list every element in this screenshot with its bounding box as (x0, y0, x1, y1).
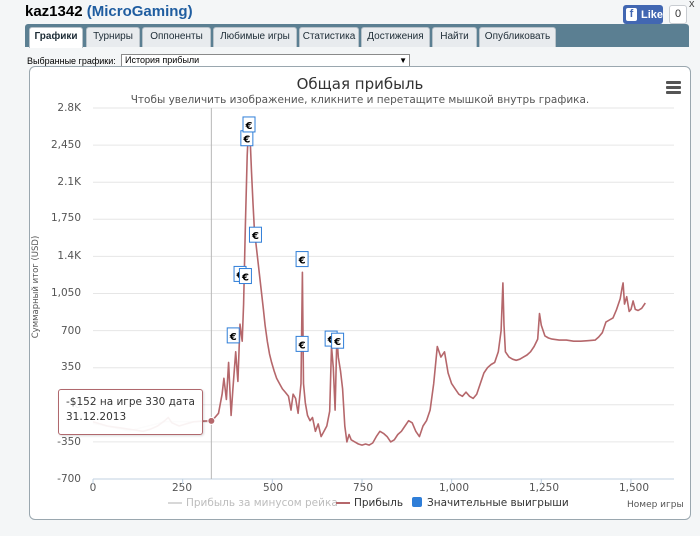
chart-menu-icon[interactable] (666, 81, 681, 94)
y-tick-label: -350 (57, 436, 81, 448)
tab-favorite-games[interactable]: Любимые игры (213, 27, 297, 47)
tab-tournaments[interactable]: Турниры (86, 27, 140, 47)
big-win-marker: € (295, 335, 309, 352)
close-paren: ) (187, 3, 193, 20)
big-win-marker-label: € (242, 135, 250, 146)
network-link[interactable]: MicroGaming (91, 3, 188, 20)
hover-point (207, 416, 216, 425)
big-win-marker: € (295, 251, 309, 268)
big-win-marker: € (238, 268, 252, 285)
big-win-marker-box (295, 251, 309, 268)
big-win-marker-label: € (241, 273, 249, 284)
x-tick-label: 1,500 (618, 482, 650, 494)
tab-graphs[interactable]: Графики (29, 27, 83, 48)
chart-selector-value: История прибыли (125, 55, 200, 65)
tab-achievements[interactable]: Достижения (361, 27, 430, 47)
x-tick-label: 250 (171, 482, 193, 494)
big-win-marker: € (248, 226, 262, 243)
chart-subtitle: Чтобы увеличить изображение, кликните и … (130, 94, 590, 106)
y-tick-label: 350 (60, 361, 81, 373)
big-win-marker-box (295, 335, 309, 352)
legend-item-rake-profit[interactable]: Прибыль за минусом рейка (168, 497, 338, 509)
facebook-icon: f (626, 8, 637, 21)
tooltip-line-2: 31.12.2013 (66, 411, 127, 423)
legend-label: Прибыль за минусом рейка (186, 497, 338, 509)
big-win-marker-box (242, 116, 256, 133)
legend-swatch (412, 497, 422, 507)
x-tick-label: 1,000 (438, 482, 470, 494)
big-win-marker-box (331, 332, 345, 349)
big-win-marker: € (240, 130, 254, 147)
page-header: kaz1342 (MicroGaming) f Like 0 x (0, 0, 700, 24)
big-win-marker-label: € (327, 335, 335, 346)
tab-publish[interactable]: Опубликовать (479, 27, 556, 47)
legend-item-big-wins[interactable]: Значительные выигрыши (412, 497, 569, 509)
open-paren: ( (82, 3, 92, 20)
big-win-marker-label: € (298, 340, 306, 351)
legend-label: Прибыль (354, 497, 404, 509)
legend-swatch (168, 502, 182, 504)
y-tick-label: 1,050 (50, 287, 81, 299)
big-win-marker-label: € (333, 337, 341, 348)
tab-find[interactable]: Найти (432, 27, 477, 47)
chevron-down-icon: ▼ (399, 56, 407, 65)
big-win-marker-label: € (251, 231, 259, 242)
legend-label: Значительные выигрыши (427, 497, 569, 509)
big-win-marker-label: € (229, 332, 237, 343)
close-icon[interactable]: x (689, 0, 695, 10)
legend-swatch (336, 502, 350, 504)
page-title: kaz1342 (MicroGaming) (25, 3, 193, 20)
big-win-marker: € (242, 116, 256, 133)
x-tick-label: 750 (352, 482, 374, 494)
big-win-marker-label: € (298, 256, 306, 267)
legend-item-profit[interactable]: Прибыль (336, 497, 403, 509)
player-name: kaz1342 (25, 3, 83, 20)
x-tick-label: 1,250 (528, 482, 560, 494)
tooltip-line-1: -$152 на игре 330 дата (66, 396, 195, 408)
y-tick-label: 2,450 (50, 139, 81, 151)
big-win-marker-box (248, 226, 262, 243)
chart-selector-label: Выбранные графики: (27, 56, 116, 66)
big-win-marker-box (238, 268, 252, 285)
x-axis-title: Номер игры (627, 500, 684, 510)
y-tick-label: -700 (57, 473, 81, 485)
like-label: Like (640, 8, 663, 21)
big-win-marker-label: € (245, 121, 253, 132)
y-tick-label: 1,750 (50, 212, 81, 224)
big-win-marker-box (226, 327, 240, 344)
y-tick-label: 2.1K (57, 176, 81, 188)
y-tick-label: 700 (60, 325, 81, 337)
tab-opponents[interactable]: Оппоненты (142, 27, 211, 47)
big-win-marker: € (331, 332, 345, 349)
chart-title: Общая прибыль (296, 75, 424, 93)
big-win-marker: € (226, 327, 240, 344)
chart-tooltip: -$152 на игре 330 дата 31.12.2013 (58, 389, 203, 435)
y-tick-label: 1.4K (57, 250, 81, 262)
x-tick-label: 0 (89, 482, 97, 494)
x-tick-label: 500 (262, 482, 284, 494)
tab-bar: Графики Турниры Оппоненты Любимые игры С… (25, 24, 689, 48)
y-tick-label: 2.8K (57, 102, 81, 114)
like-count: 0 (669, 5, 687, 24)
profit-line (92, 123, 646, 446)
tab-statistics[interactable]: Статистика (299, 27, 359, 47)
facebook-like-button[interactable]: f Like (623, 5, 663, 24)
